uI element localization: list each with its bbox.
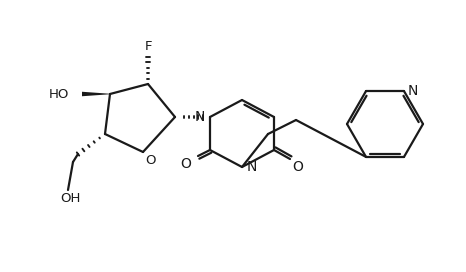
Polygon shape <box>82 92 110 96</box>
Text: OH: OH <box>60 193 80 206</box>
Text: HO: HO <box>48 88 69 100</box>
Text: N: N <box>408 84 418 98</box>
Text: O: O <box>145 153 155 166</box>
Text: O: O <box>180 157 192 171</box>
Text: N: N <box>195 110 205 124</box>
Text: F: F <box>144 41 152 54</box>
Text: N: N <box>247 160 257 174</box>
Text: O: O <box>293 160 303 174</box>
